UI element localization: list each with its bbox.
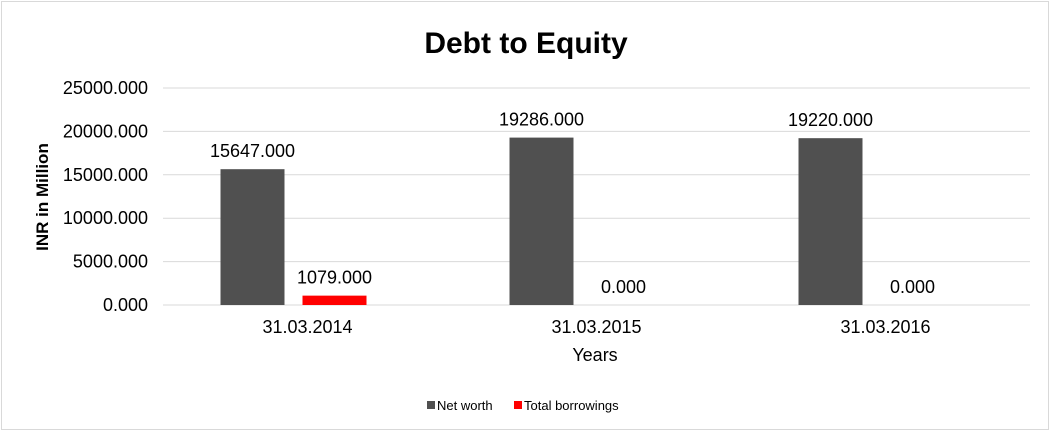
bar-net-worth [509, 137, 574, 305]
y-tick-label: 25000.000 [63, 78, 148, 98]
y-tick-label: 15000.000 [63, 165, 148, 185]
x-tick-label: 31.03.2014 [262, 317, 352, 337]
x-axis-label: Years [572, 345, 617, 365]
data-label: 0.000 [890, 277, 935, 297]
y-tick-label: 5000.000 [73, 252, 148, 272]
y-tick-label: 10000.000 [63, 208, 148, 228]
bar-net-worth [798, 138, 863, 305]
y-tick-label: 0.000 [103, 295, 148, 315]
x-tick-label: 31.03.2015 [551, 317, 641, 337]
data-label: 19286.000 [499, 110, 584, 130]
x-tick-label: 31.03.2016 [840, 317, 930, 337]
legend-label: Net worth [437, 398, 493, 413]
data-label: 0.000 [601, 277, 646, 297]
legend-swatch [427, 401, 435, 409]
data-label: 15647.000 [210, 141, 295, 161]
legend-swatch [514, 401, 522, 409]
bar-net-worth [220, 169, 285, 305]
y-tick-label: 20000.000 [63, 121, 148, 141]
chart-title: Debt to Equity [424, 27, 628, 60]
y-axis-label: INR in Million [33, 143, 52, 251]
data-label: 19220.000 [788, 110, 873, 130]
bar-total-borrowings [302, 295, 367, 305]
legend-label: Total borrowings [524, 398, 619, 413]
data-label: 1079.000 [297, 268, 372, 288]
